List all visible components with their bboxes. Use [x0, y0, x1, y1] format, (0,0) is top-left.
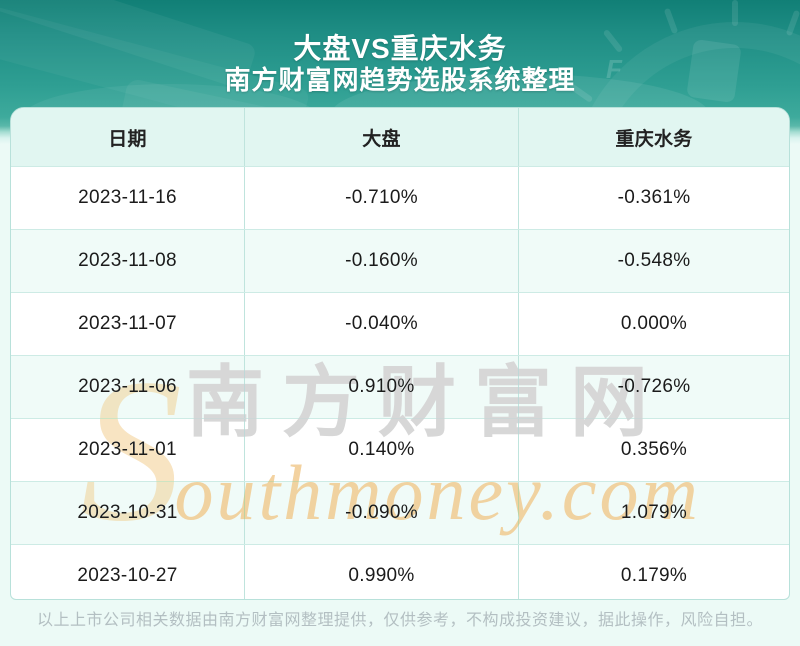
table-row: 2023-10-31 -0.090% 1.079% [11, 481, 789, 544]
table-header-row: 日期 大盘 重庆水务 [11, 108, 789, 166]
date-cell: 2023-11-01 [78, 439, 177, 460]
date-cell: 2023-11-16 [78, 187, 177, 208]
column-header-market: 大盘 [244, 108, 518, 166]
market-cell: 0.990% [244, 545, 518, 599]
market-cell: 0.140% [244, 419, 518, 481]
disclaimer-text: 以上上市公司相关数据由南方财富网整理提供，仅供参考，不构成投资建议，据此操作，风… [36, 612, 763, 629]
market-cell: -0.040% [244, 293, 518, 355]
stock-cell: -0.726% [518, 356, 789, 418]
table-row: 2023-11-01 0.140% 0.356% [11, 418, 789, 481]
stock-cell: 0.000% [518, 293, 789, 355]
market-cell: -0.090% [244, 482, 518, 544]
date-cell: 2023-10-27 [77, 565, 178, 586]
table-row: 2023-11-16 -0.710% -0.361% [11, 166, 789, 229]
stock-cell: -0.361% [518, 167, 789, 229]
column-header-date: 日期 [108, 128, 147, 150]
gauge-f-label: F [606, 54, 623, 84]
gauge-icon: F [569, 0, 800, 150]
comparison-table: 日期 大盘 重庆水务 2023-11-16 -0.710% -0.361% 20… [10, 107, 790, 600]
date-cell: 2023-11-08 [78, 250, 177, 271]
stock-cell: 0.179% [518, 545, 789, 599]
column-header-stock: 重庆水务 [518, 108, 789, 166]
stock-cell: 1.079% [518, 482, 789, 544]
market-cell: 0.910% [244, 356, 518, 418]
market-cell: -0.710% [244, 167, 518, 229]
page-title: 大盘VS重庆水务 [293, 33, 507, 64]
table-row: 2023-10-27 0.990% 0.179% [11, 544, 789, 599]
table-row: 2023-11-06 0.910% -0.726% [11, 355, 789, 418]
table-row: 2023-11-08 -0.160% -0.548% [11, 229, 789, 292]
stock-cell: 0.356% [518, 419, 789, 481]
date-cell: 2023-10-31 [77, 502, 178, 523]
page-subtitle: 南方财富网趋势选股系统整理 [224, 65, 576, 95]
date-cell: 2023-11-07 [78, 313, 177, 334]
date-cell: 2023-11-06 [78, 376, 177, 397]
market-cell: -0.160% [244, 230, 518, 292]
table-row: 2023-11-07 -0.040% 0.000% [11, 292, 789, 355]
stock-cell: -0.548% [518, 230, 789, 292]
fuel-pump-icon [687, 39, 741, 103]
